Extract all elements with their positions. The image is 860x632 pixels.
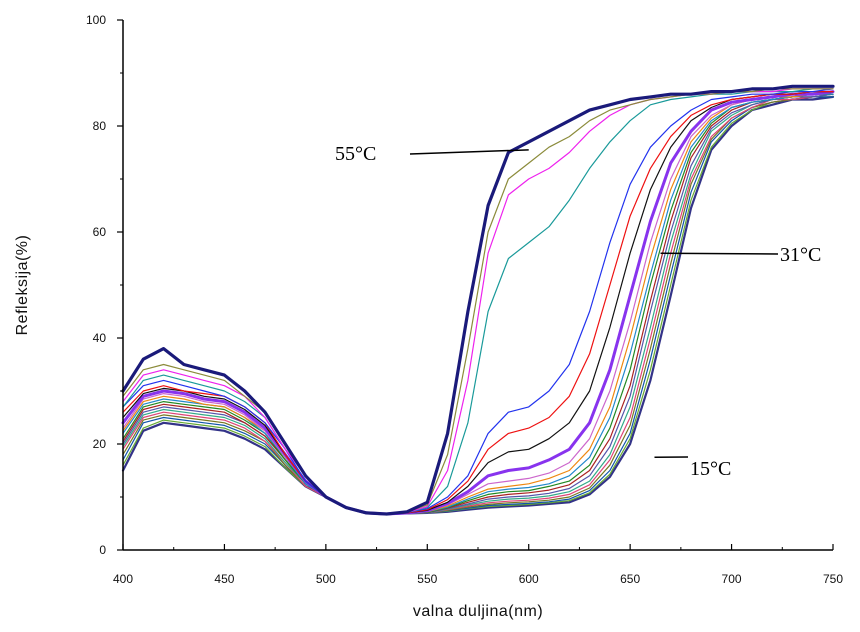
series-line-18 xyxy=(122,96,834,515)
series-line-0 xyxy=(121,84,835,516)
annotations: 55°C 31°C 15°C xyxy=(335,143,821,480)
annotation-label: 55°C xyxy=(335,143,376,165)
series-line-13 xyxy=(122,93,834,515)
x-tick-label: 650 xyxy=(620,572,640,586)
series-line-6 xyxy=(122,90,834,515)
series-line-8 xyxy=(122,90,834,515)
x-tick-label: 750 xyxy=(823,572,843,586)
tick-labels: 400 450 500 550 600 650 700 750 0 20 40 60 80 100 xyxy=(86,13,843,586)
annotation-leader-line xyxy=(660,252,779,255)
ticks xyxy=(117,19,834,551)
x-tick-label: 450 xyxy=(214,572,234,586)
series-line-12 xyxy=(122,93,834,515)
y-tick-label: 100 xyxy=(86,13,106,27)
y-tick-label: 80 xyxy=(93,119,107,133)
annotation-label: 31°C xyxy=(780,244,821,266)
series-line-2 xyxy=(122,88,834,515)
series-line-3 xyxy=(122,88,834,515)
y-axis-title: Refleksija(%) xyxy=(14,235,31,336)
y-tick-label: 60 xyxy=(93,225,107,239)
series-line-11 xyxy=(122,93,834,515)
annotation-leader-line xyxy=(409,149,529,155)
series-line-16 xyxy=(122,93,834,515)
series-line-15 xyxy=(122,93,834,515)
plot-lines xyxy=(121,84,835,516)
series-line-5 xyxy=(122,90,834,515)
series-line-10 xyxy=(122,93,834,515)
annotation-label: 15°C xyxy=(690,458,731,480)
series-line-7 xyxy=(121,90,835,516)
series-line-9 xyxy=(122,90,834,515)
x-axis-title: valna duljina(nm) xyxy=(413,603,543,620)
x-tick-label: 550 xyxy=(417,572,437,586)
x-tick-label: 700 xyxy=(722,572,742,586)
series-line-17 xyxy=(122,96,834,515)
x-tick-label: 500 xyxy=(316,572,336,586)
series-line-1 xyxy=(122,88,834,515)
x-tick-label: 400 xyxy=(113,572,133,586)
y-tick-label: 0 xyxy=(99,543,106,557)
series-line-19 xyxy=(121,95,835,516)
x-tick-label: 600 xyxy=(519,572,539,586)
y-tick-label: 40 xyxy=(93,331,107,345)
y-tick-label: 20 xyxy=(93,437,107,451)
series-line-14 xyxy=(122,93,834,515)
series-line-4 xyxy=(122,88,834,515)
